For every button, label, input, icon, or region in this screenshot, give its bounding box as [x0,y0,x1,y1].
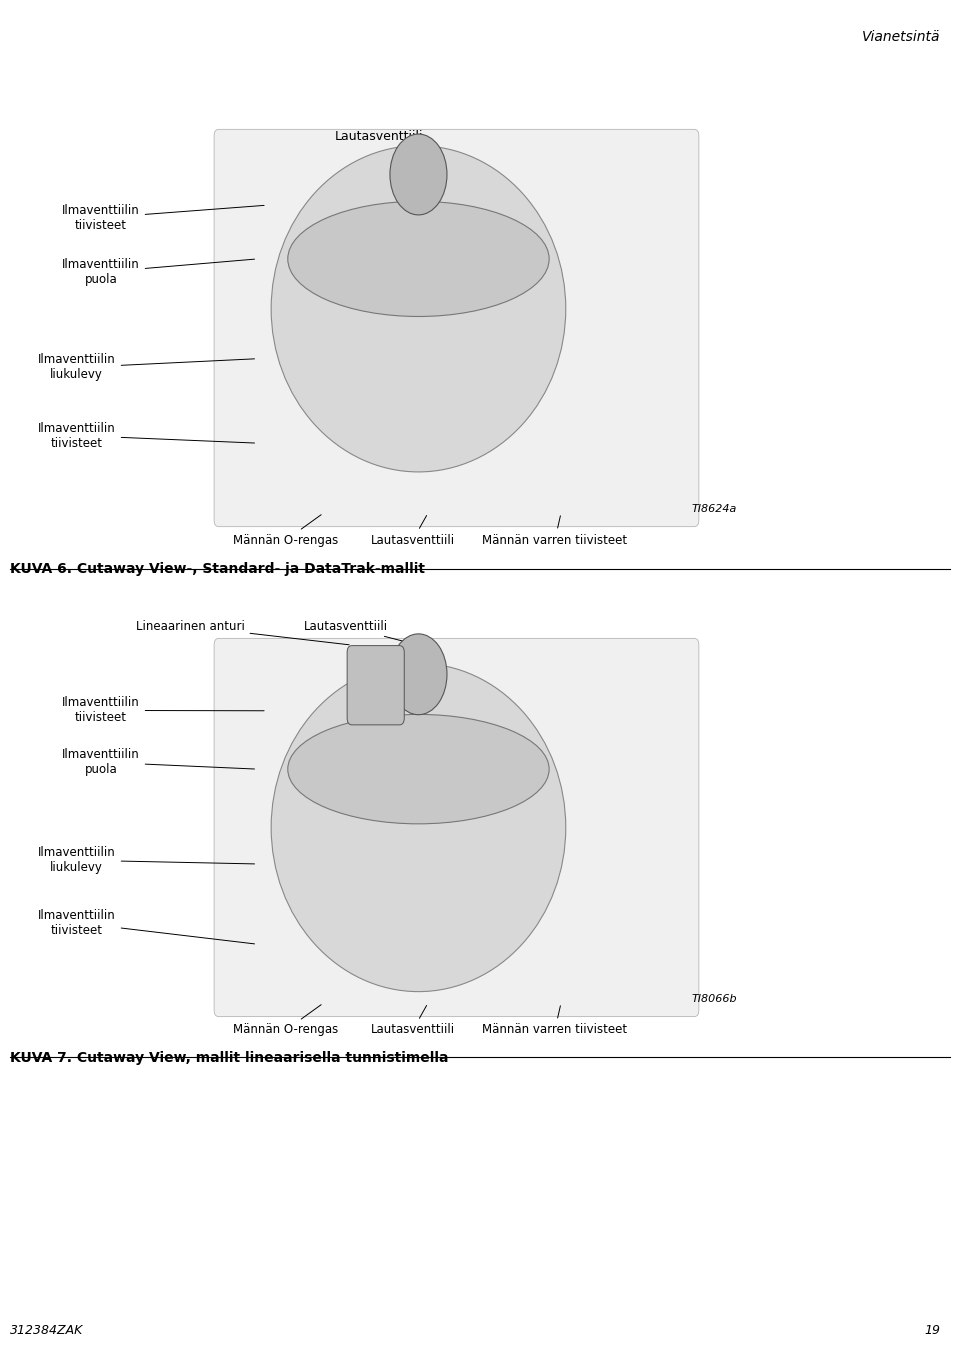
Ellipse shape [288,201,549,317]
Text: Lineaarinen anturi: Lineaarinen anturi [135,619,349,645]
Text: Lautasventtiili: Lautasventtiili [371,516,455,547]
Text: Ilmaventtiilin
puola: Ilmaventtiilin puola [62,259,254,286]
Text: KUVA 7. Cutaway View, mallit lineaarisella tunnistimella: KUVA 7. Cutaway View, mallit lineaarisel… [10,1051,448,1064]
Text: Männän varren tiivisteet: Männän varren tiivisteet [482,1006,628,1037]
Circle shape [390,135,447,215]
Circle shape [390,634,447,715]
Ellipse shape [271,146,565,472]
Text: Ilmaventtiilin
tiivisteet: Ilmaventtiilin tiivisteet [38,909,254,945]
Text: Ilmaventtiilin
tiivisteet: Ilmaventtiilin tiivisteet [62,697,264,724]
Text: Vianetsintä: Vianetsintä [862,30,941,44]
Ellipse shape [271,663,565,992]
Text: Lautasventtiili: Lautasventtiili [303,619,416,644]
Text: 19: 19 [924,1323,941,1337]
Text: Ilmaventtiilin
liukulevy: Ilmaventtiilin liukulevy [38,354,254,381]
Text: Ilmaventtiilin
tiivisteet: Ilmaventtiilin tiivisteet [38,422,254,449]
FancyBboxPatch shape [214,638,699,1017]
Text: Männän O-rengas: Männän O-rengas [233,514,339,547]
FancyBboxPatch shape [348,645,404,725]
Text: KUVA 6. Cutaway View-, Standard- ja DataTrak-mallit: KUVA 6. Cutaway View-, Standard- ja Data… [10,562,424,576]
Text: TI8624a: TI8624a [691,505,736,514]
Text: Männän varren tiivisteet: Männän varren tiivisteet [482,516,628,547]
Text: Lautasventtiili: Lautasventtiili [335,129,423,147]
Text: Ilmaventtiilin
tiivisteet: Ilmaventtiilin tiivisteet [62,204,264,231]
Text: Ilmaventtiilin
puola: Ilmaventtiilin puola [62,749,254,776]
Text: Ilmaventtiilin
liukulevy: Ilmaventtiilin liukulevy [38,847,254,874]
Ellipse shape [288,715,549,823]
Text: TI8066b: TI8066b [691,995,737,1004]
FancyBboxPatch shape [214,129,699,527]
Text: 312384ZAK: 312384ZAK [10,1323,83,1337]
Text: Männän O-rengas: Männän O-rengas [233,1004,339,1037]
Text: Lautasventtiili: Lautasventtiili [371,1006,455,1037]
